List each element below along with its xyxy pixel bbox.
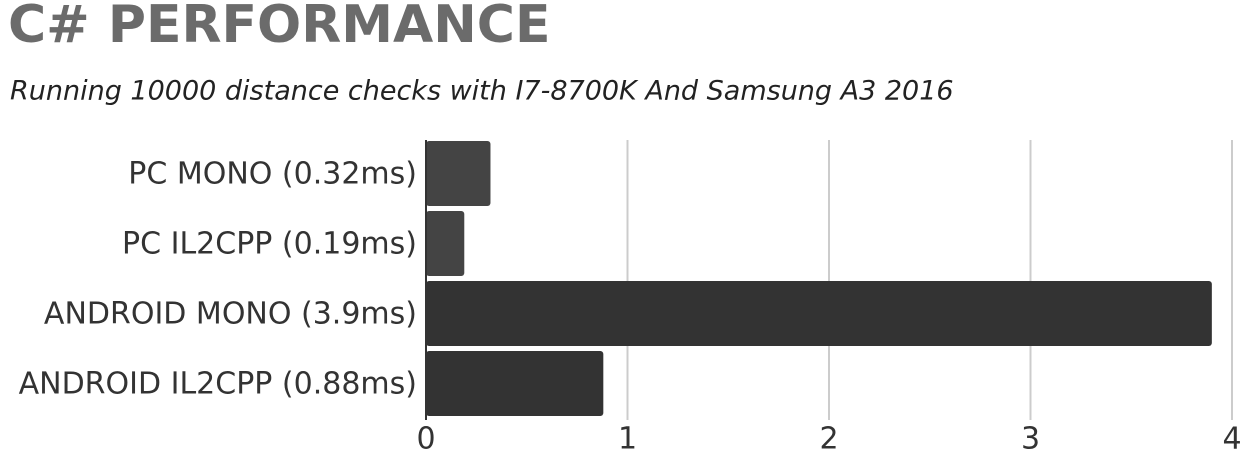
chart-subtitle: Running 10000 distance checks with I7-87… (10, 76, 954, 107)
x-tick-label: 3 (1021, 422, 1040, 457)
y-tick-label: PC IL2CPP (0.19ms) (122, 227, 417, 262)
bar (426, 351, 604, 416)
bar (426, 211, 465, 276)
chart-title: C# PERFORMANCE (8, 0, 550, 55)
y-tick-label: ANDROID IL2CPP (0.88ms) (19, 367, 417, 402)
bar (426, 141, 491, 206)
x-tick-label: 1 (618, 422, 637, 457)
y-tick-label: ANDROID MONO (3.9ms) (44, 297, 417, 332)
x-tick-label: 4 (1222, 422, 1241, 457)
x-tick-label: 2 (819, 422, 838, 457)
bar (426, 281, 1212, 346)
y-tick-label: PC MONO (0.32ms) (128, 157, 417, 192)
x-tick-label: 0 (416, 422, 435, 457)
